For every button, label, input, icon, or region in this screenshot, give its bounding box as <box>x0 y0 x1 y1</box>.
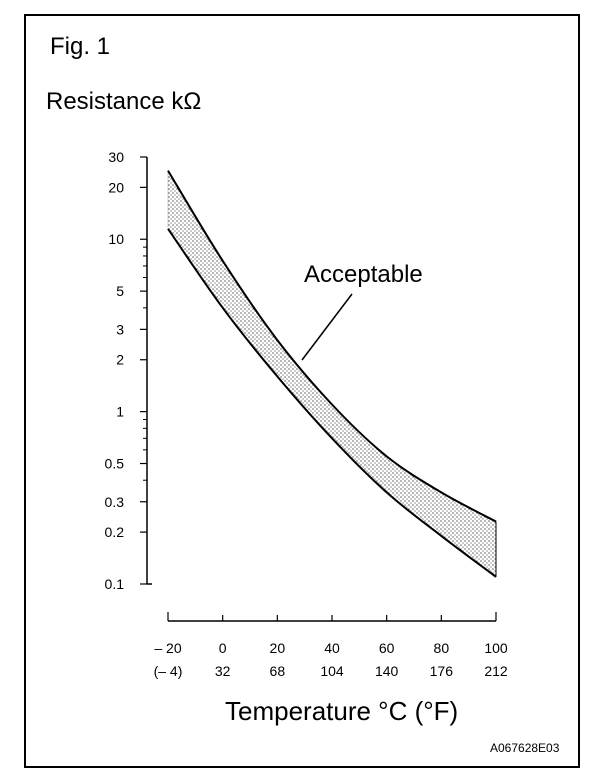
figure-frame <box>24 14 580 768</box>
x-tick-label-celsius: 80 <box>434 640 450 656</box>
x-tick-label-fahrenheit: 140 <box>375 663 399 679</box>
x-tick-label-fahrenheit: 32 <box>215 663 231 679</box>
upper-limit-curve <box>167 170 497 523</box>
x-tick-label-celsius: 40 <box>324 640 340 656</box>
x-axis-label: Temperature °C (°F) <box>225 696 459 726</box>
acceptable-annotation: Acceptable <box>304 261 423 288</box>
x-tick-label-fahrenheit: 104 <box>320 663 344 679</box>
y-tick-label: 0.5 <box>105 456 125 472</box>
y-tick-label: 2 <box>116 352 124 368</box>
y-tick-label: 3 <box>116 321 124 337</box>
x-tick-label-celsius: 0 <box>219 640 227 656</box>
acceptable-band <box>168 170 496 577</box>
x-tick-label-celsius: 100 <box>484 640 508 656</box>
x-tick-label-celsius: – 20 <box>154 640 181 656</box>
y-tick-label: 10 <box>108 231 124 247</box>
figure-code: A067628E03 <box>490 741 560 755</box>
y-tick-label: 30 <box>108 149 124 165</box>
lower-limit-curve <box>167 228 497 578</box>
y-tick-label: 0.3 <box>105 494 125 510</box>
y-tick-label: 1 <box>116 404 124 420</box>
x-tick-label-fahrenheit: 68 <box>270 663 286 679</box>
y-tick-label: 5 <box>116 283 124 299</box>
x-tick-label-celsius: 20 <box>270 640 286 656</box>
x-tick-label-fahrenheit: (– 4) <box>154 663 183 679</box>
x-tick-label-fahrenheit: 176 <box>430 663 454 679</box>
y-tick-label: 0.2 <box>105 524 125 540</box>
annotation-leader-line <box>301 293 353 361</box>
y-tick-label: 20 <box>108 179 124 195</box>
y-axis-label: Resistance kΩ <box>46 88 202 115</box>
x-tick-label-fahrenheit: 212 <box>484 663 508 679</box>
x-tick-label-celsius: 60 <box>379 640 395 656</box>
figure-label: Fig. 1 <box>50 33 111 60</box>
y-tick-label: 0.1 <box>105 576 125 592</box>
